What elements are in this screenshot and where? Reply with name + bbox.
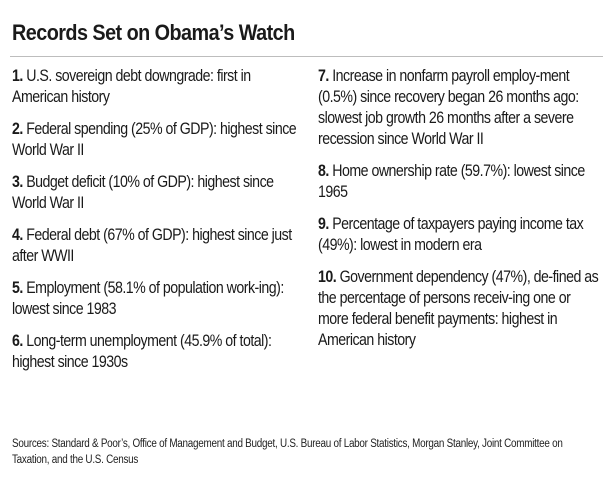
sources-note: Sources: Standard & Poor’s, Office of Ma… xyxy=(12,438,563,466)
record-item-6: 6. Long-term unemployment (45.9% of tota… xyxy=(12,331,301,373)
record-item-9: 9. Percentage of taxpayers paying income… xyxy=(318,214,603,256)
record-number: 5. xyxy=(12,279,23,297)
record-text: Budget deficit (10% of GDP): highest sin… xyxy=(12,173,274,212)
record-number: 8. xyxy=(318,162,329,180)
record-item-2: 2. Federal spending (25% of GDP): highes… xyxy=(12,119,301,161)
record-text: U.S. sovereign debt downgrade: first in … xyxy=(12,67,251,106)
left-column: 1. U.S. sovereign debt downgrade: first … xyxy=(12,66,302,384)
record-item-7: 7. Increase in nonfarm payroll employ-me… xyxy=(318,66,603,150)
record-number: 1. xyxy=(12,67,23,85)
page-title: Records Set on Obama’s Watch xyxy=(12,20,295,45)
record-text: Government dependency (47%), de-fined as… xyxy=(318,268,599,349)
record-item-8: 8. Home ownership rate (59.7%): lowest s… xyxy=(318,161,603,203)
record-text: Long-term unemployment (45.9% of total):… xyxy=(12,332,272,371)
record-text: Percentage of taxpayers paying income ta… xyxy=(318,215,584,254)
record-number: 6. xyxy=(12,332,23,350)
right-column: 7. Increase in nonfarm payroll employ-me… xyxy=(318,66,604,362)
record-number: 2. xyxy=(12,120,23,138)
record-item-1: 1. U.S. sovereign debt downgrade: first … xyxy=(12,66,301,108)
record-number: 4. xyxy=(12,226,23,244)
record-item-10: 10. Government dependency (47%), de-fine… xyxy=(318,267,603,351)
record-text: Employment (58.1% of population work-ing… xyxy=(12,279,284,318)
record-number: 3. xyxy=(12,173,23,191)
record-text: Federal spending (25% of GDP): highest s… xyxy=(12,120,297,159)
record-item-5: 5. Employment (58.1% of population work-… xyxy=(12,278,301,320)
record-text: Home ownership rate (59.7%): lowest sinc… xyxy=(318,162,585,201)
record-text: Federal debt (67% of GDP): highest since… xyxy=(12,226,292,265)
record-text: Increase in nonfarm payroll employ-ment … xyxy=(318,67,579,148)
record-number: 10. xyxy=(318,268,337,286)
record-number: 9. xyxy=(318,215,329,233)
title-divider xyxy=(10,56,603,57)
record-item-4: 4. Federal debt (67% of GDP): highest si… xyxy=(12,225,301,267)
record-number: 7. xyxy=(318,67,329,85)
record-item-3: 3. Budget deficit (10% of GDP): highest … xyxy=(12,172,301,214)
